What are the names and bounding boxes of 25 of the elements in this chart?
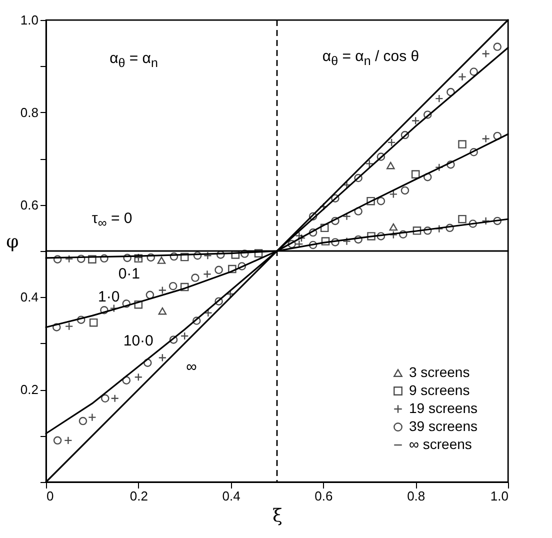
legend-label: ∞ screens — [409, 436, 472, 452]
x-tick-label: 0.4 — [222, 488, 240, 504]
annotation: τ$_{∞}$ = 0 — [92, 210, 132, 230]
y-tick-label: 0.4 — [20, 290, 38, 305]
x-tick-label: 0.8 — [407, 488, 426, 504]
x-tick-label: 0 — [46, 488, 54, 504]
legend-label: 39 screens — [409, 418, 478, 434]
y-tick-label: 0.6 — [20, 197, 38, 212]
legend-label: 9 screens — [409, 382, 470, 398]
annotation: α$_{θ}$ = α$_{n}$ — [110, 50, 158, 70]
x-tick-label: 0.6 — [314, 488, 333, 504]
legend-label: 3 screens — [409, 364, 470, 380]
legend-label: 19 screens — [409, 400, 478, 416]
annotation: 1·0 — [98, 288, 120, 306]
annotation: 0·1 — [118, 266, 140, 283]
y-tick-label: 1.0 — [20, 12, 38, 28]
annotation: 10·0 — [123, 332, 154, 350]
x-tick-label: 0.2 — [130, 488, 148, 504]
y-tick-label: 0.2 — [20, 382, 38, 398]
x-tick-label: 1.0 — [490, 488, 508, 504]
y-axis-title: φ — [6, 232, 19, 252]
annotation: α$_{θ}$ = α$_{n}$ / cos θ — [322, 48, 420, 68]
x-axis-title: ξ — [272, 506, 283, 526]
annotation: ∞ — [186, 358, 197, 375]
y-tick-label: 0.8 — [20, 104, 38, 120]
